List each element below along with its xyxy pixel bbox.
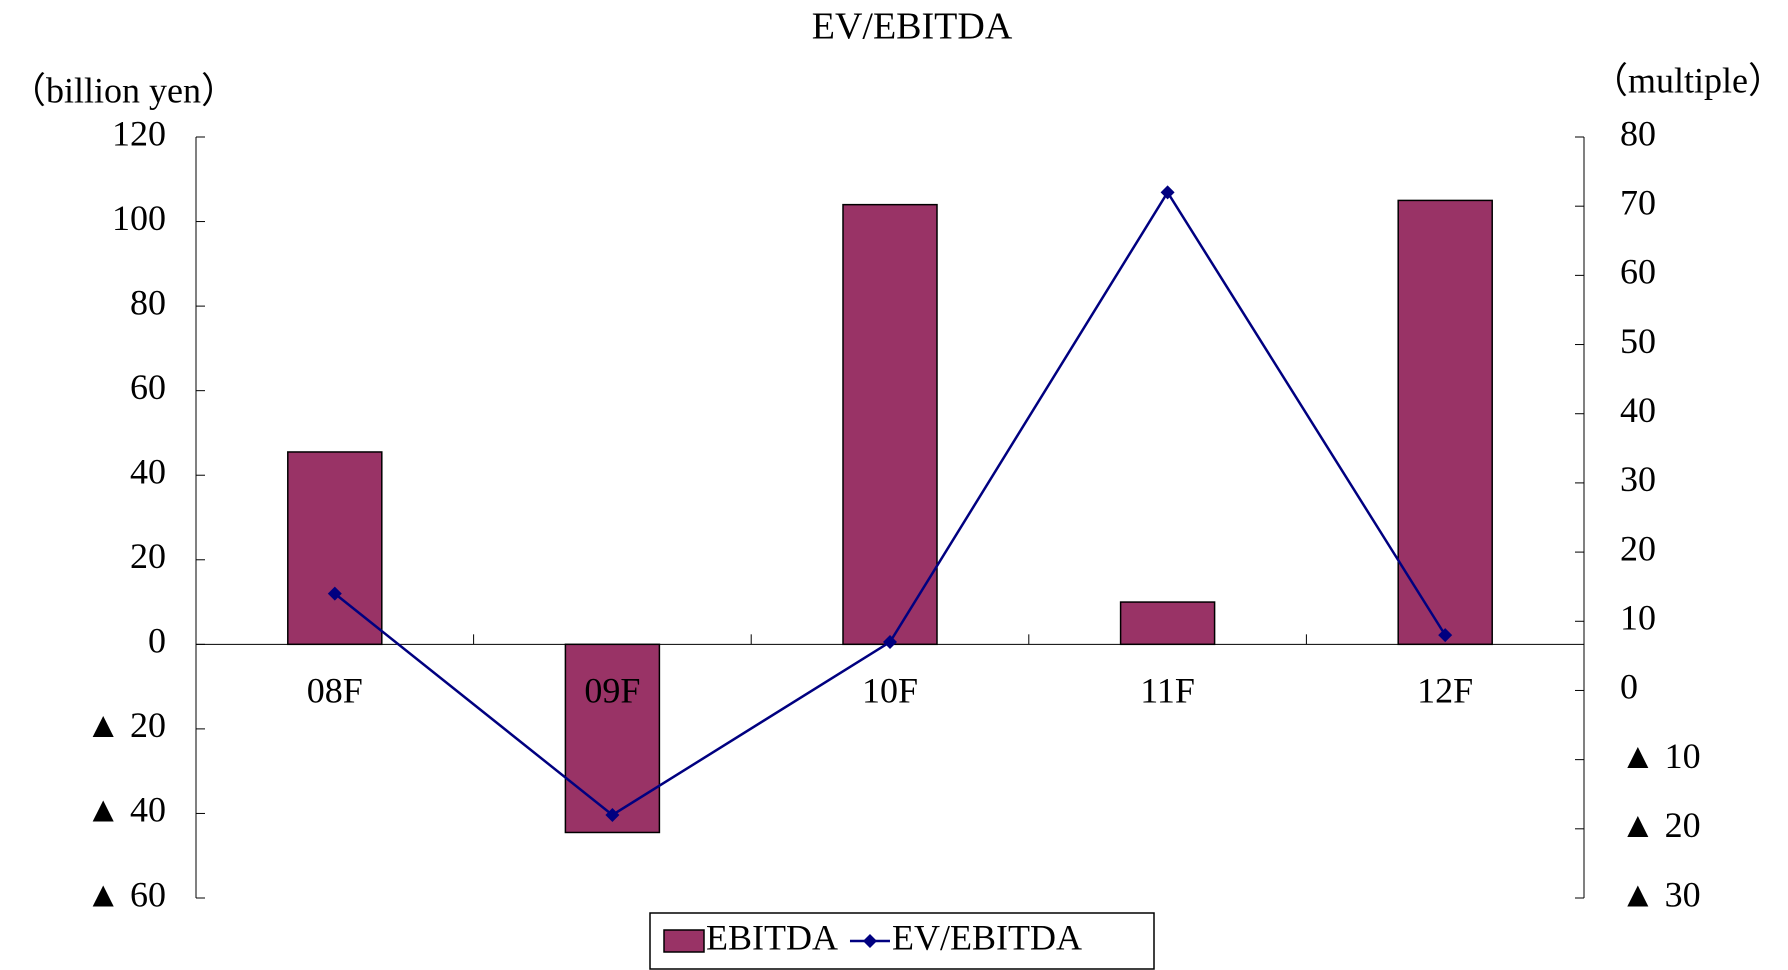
y2-axis-label: （multiple） <box>1592 60 1784 100</box>
y2-tick-label: ▲ 10 <box>1620 736 1701 776</box>
y2-tick-label: 40 <box>1620 390 1656 430</box>
y2-tick-label: 0 <box>1620 667 1638 707</box>
bar <box>564 643 661 834</box>
bar <box>1119 601 1216 646</box>
y2-tick-label: 70 <box>1620 182 1656 222</box>
y-tick-label: 100 <box>112 198 166 238</box>
y2-tick-label: ▲ 30 <box>1620 874 1701 914</box>
legend-swatch <box>663 929 705 953</box>
y-tick-label: 40 <box>130 451 166 491</box>
y-tick-label: 20 <box>130 536 166 576</box>
legend-label: EBITDA <box>706 917 838 957</box>
y2-tick-label: 80 <box>1620 113 1656 153</box>
y2-tick-label: 30 <box>1620 459 1656 499</box>
y-tick-label: 60 <box>130 367 166 407</box>
legend-label: EV/EBITDA <box>892 917 1082 957</box>
y2-tick-label: ▲ 20 <box>1620 805 1701 845</box>
y2-tick-label: 50 <box>1620 321 1656 361</box>
x-tick-label: 11F <box>1140 671 1195 711</box>
x-tick-label: 12F <box>1417 671 1473 711</box>
legend-box <box>649 912 1155 970</box>
y2-tick-label: 60 <box>1620 252 1656 292</box>
y-tick-label: ▲ 60 <box>85 874 166 914</box>
y-tick-label: ▲ 40 <box>85 790 166 830</box>
y2-tick-label: 20 <box>1620 528 1656 568</box>
y-tick-label: 120 <box>112 113 166 153</box>
x-tick-label: 10F <box>862 671 918 711</box>
line-marker <box>1438 628 1453 643</box>
y-tick-label: 80 <box>130 282 166 322</box>
line-marker <box>605 807 620 822</box>
y2-tick-label: 10 <box>1620 598 1656 638</box>
y-tick-label: 0 <box>148 621 166 661</box>
legend-swatch-marker <box>862 934 877 948</box>
y-tick-label: ▲ 20 <box>85 705 166 745</box>
bar <box>287 451 383 646</box>
bar <box>1397 199 1493 646</box>
line-marker <box>883 635 897 650</box>
bar <box>842 203 938 646</box>
line-marker <box>327 586 342 601</box>
x-tick-label: 09F <box>584 671 640 711</box>
y-axis-label: （billion yen） <box>10 70 237 110</box>
chart-title: EV/EBITDA <box>812 6 1013 48</box>
x-tick-label: 08F <box>307 671 363 711</box>
line-marker <box>1160 185 1175 200</box>
